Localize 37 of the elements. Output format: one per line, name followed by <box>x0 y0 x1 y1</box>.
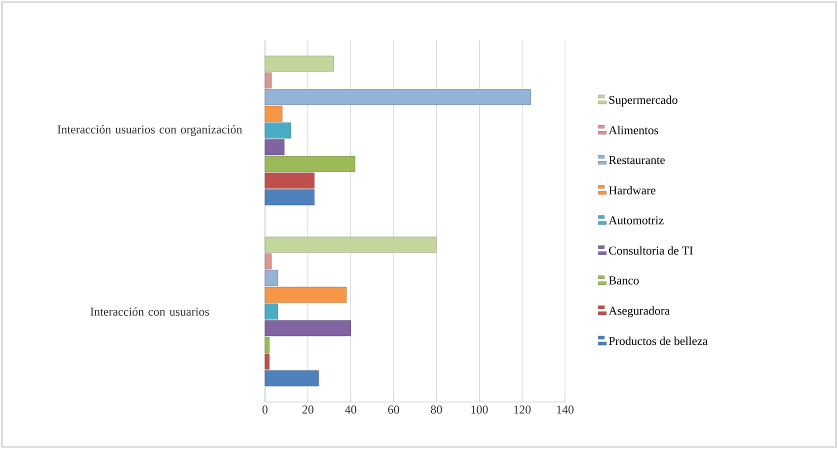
legend-label: Automotriz <box>608 216 664 224</box>
bar <box>264 122 291 138</box>
legend-label: Productos de belleza <box>608 336 708 346</box>
x-tick-label: 0 <box>262 406 268 414</box>
x-tick-label: 140 <box>557 406 574 414</box>
bar <box>264 89 531 106</box>
bar <box>264 139 284 156</box>
legend-label: Aseguradora <box>608 306 670 318</box>
legend-label: Supermercado <box>609 96 678 106</box>
legend-label: Hardware <box>608 186 656 194</box>
bar <box>264 270 278 286</box>
bar <box>264 286 347 303</box>
legend-label: Restaurante <box>608 156 665 164</box>
bar <box>264 172 314 189</box>
legend-label: Consultoria de TI <box>609 246 693 255</box>
bar <box>264 106 282 122</box>
bar <box>264 156 356 172</box>
x-tick-label: 20 <box>302 406 314 414</box>
x-tick-label: 80 <box>430 406 442 414</box>
y-tick-label: Interacción usuarios con organización <box>58 125 242 136</box>
bar <box>264 370 319 386</box>
x-tick-label: 100 <box>471 406 488 414</box>
legend-label: Alimentos <box>608 126 658 134</box>
bar <box>264 72 272 88</box>
bar <box>264 354 270 370</box>
bar <box>264 253 272 270</box>
legend-label: Banco <box>608 276 639 284</box>
x-tick-label: 120 <box>514 406 531 414</box>
bar <box>264 56 334 72</box>
bar <box>264 236 437 253</box>
x-tick-label: 60 <box>388 406 400 414</box>
bar <box>264 304 278 320</box>
bar <box>264 189 314 206</box>
x-tick-label: 40 <box>344 406 356 414</box>
bar <box>264 320 351 336</box>
bar <box>264 336 270 353</box>
y-tick-label: Interacción con usuarios <box>90 307 209 316</box>
